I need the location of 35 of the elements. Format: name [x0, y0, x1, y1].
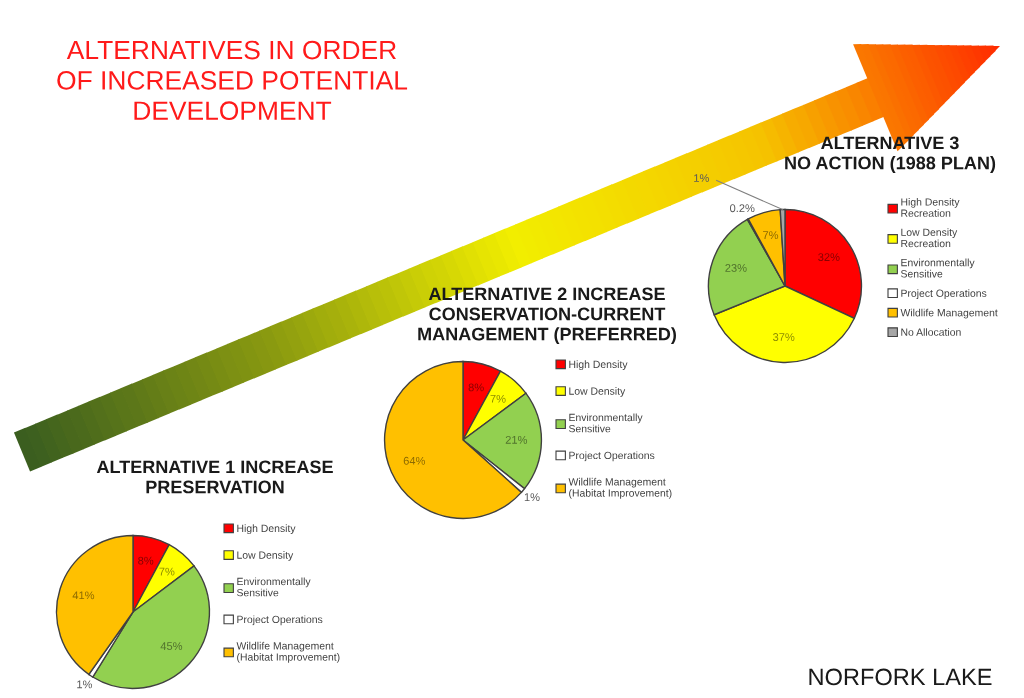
text: NORFORK LAKE — [809, 668, 992, 686]
legend-label: High Density — [569, 360, 628, 371]
legend-label: Wildlife Management (Habitat Improvement) — [236, 641, 340, 663]
legend-label: Wildlife Management — [900, 308, 998, 319]
legend-label: Low Density — [237, 551, 294, 561]
legend-label: Low Density Recreation — [901, 228, 958, 248]
data-label: 32% — [818, 253, 840, 262]
text: ALTERNATIVES IN ORDER OF INCREASED POTENTIAL DEVELOPMENT — [57, 40, 408, 121]
data-label: 8% — [468, 383, 484, 392]
data-label: 7% — [159, 567, 175, 576]
chart-title: ALTERNATIVE 1 INCREASE PRESERVATION — [96, 460, 333, 494]
legend-label: Wildlife Management (Habitat Improvement) — [568, 477, 672, 499]
data-label: 1% — [524, 493, 540, 502]
data-label: 1% — [694, 174, 709, 182]
legend-label: Low Density — [569, 387, 626, 397]
legend-label: High Density Recreation — [901, 198, 960, 217]
data-label: 37% — [773, 333, 795, 341]
data-label: 8% — [138, 556, 154, 565]
legend-label: Environmentally Sensitive — [568, 413, 643, 433]
data-label: 7% — [763, 231, 779, 239]
data-label: 41% — [72, 591, 95, 600]
legend-label: Project Operations — [901, 289, 987, 299]
legend-label: High Density — [237, 524, 296, 535]
data-label: 45% — [160, 642, 183, 651]
legend-label: No Allocation — [901, 328, 961, 336]
legend-label: Environmentally Sensitive — [236, 577, 311, 597]
data-label: 64% — [403, 456, 426, 465]
data-label: 0.2% — [730, 204, 755, 213]
legend-label: Project Operations — [569, 451, 655, 462]
legend-label: Project Operations — [237, 615, 323, 626]
data-label: 7% — [490, 394, 506, 403]
data-label: 21% — [505, 435, 528, 444]
data-label: 23% — [725, 264, 747, 272]
legend-label: Environmentally Sensitive — [900, 258, 975, 278]
data-label: 1% — [77, 680, 93, 689]
